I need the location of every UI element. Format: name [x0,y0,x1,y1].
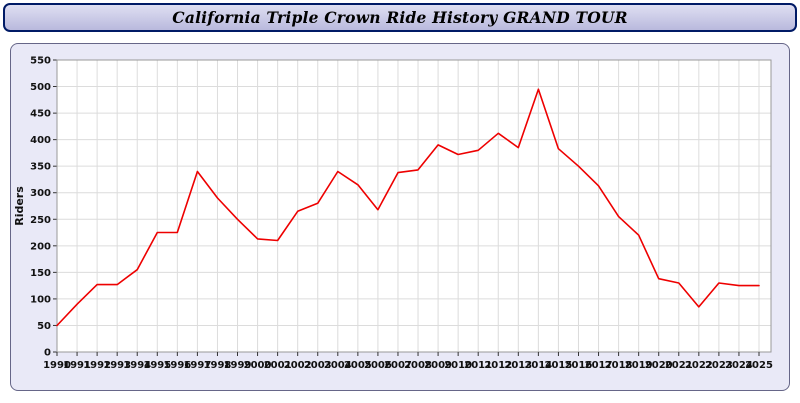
svg-text:2009: 2009 [424,360,452,371]
svg-text:1995: 1995 [143,360,171,371]
svg-text:2010: 2010 [444,360,472,371]
svg-text:100: 100 [30,294,51,305]
svg-text:1993: 1993 [103,360,131,371]
svg-text:2014: 2014 [524,360,552,371]
svg-text:250: 250 [30,215,51,226]
svg-text:2003: 2003 [304,360,332,371]
svg-text:2025: 2025 [745,360,773,371]
svg-text:2005: 2005 [344,360,372,371]
chart-title: California Triple Crown Ride History GRA… [172,8,628,27]
svg-text:2006: 2006 [364,360,392,371]
svg-text:1990: 1990 [43,360,71,371]
svg-text:2016: 2016 [565,360,593,371]
svg-text:1996: 1996 [163,360,191,371]
svg-text:0: 0 [44,348,51,359]
svg-text:50: 50 [37,321,51,332]
svg-text:2004: 2004 [324,360,352,371]
svg-text:2008: 2008 [404,360,432,371]
svg-text:2022: 2022 [685,360,713,371]
svg-text:2013: 2013 [504,360,532,371]
svg-text:Riders: Riders [13,186,26,226]
chart-panel: 0 50 100 150 200 250 300 350 400 450 500 550 1990 199… [10,43,790,391]
svg-text:2012: 2012 [484,360,512,371]
svg-text:2017: 2017 [585,360,613,371]
chart-title-bar: California Triple Crown Ride History GRA… [3,3,797,32]
svg-text:2015: 2015 [545,360,573,371]
svg-text:1992: 1992 [83,360,111,371]
svg-text:1991: 1991 [63,360,91,371]
svg-text:2001: 2001 [264,360,292,371]
svg-text:450: 450 [30,109,51,120]
svg-text:200: 200 [30,241,51,252]
svg-text:2023: 2023 [705,360,733,371]
svg-text:2019: 2019 [625,360,653,371]
svg-text:2000: 2000 [244,360,272,371]
svg-text:500: 500 [30,82,51,93]
svg-text:2020: 2020 [645,360,673,371]
svg-text:300: 300 [30,188,51,199]
svg-text:2018: 2018 [605,360,633,371]
svg-text:2021: 2021 [665,360,693,371]
svg-text:2024: 2024 [725,360,753,371]
svg-text:2011: 2011 [464,360,492,371]
svg-text:2007: 2007 [384,360,412,371]
svg-text:1998: 1998 [204,360,232,371]
riders-line-chart: 0501001502002503003504004505005501990199… [13,56,773,372]
svg-text:1997: 1997 [183,360,211,371]
svg-text:150: 150 [30,268,51,279]
svg-text:400: 400 [30,135,51,146]
svg-text:1999: 1999 [224,360,252,371]
svg-text:2002: 2002 [284,360,312,371]
svg-text:550: 550 [30,56,51,67]
svg-text:1994: 1994 [123,360,151,371]
svg-text:350: 350 [30,162,51,173]
